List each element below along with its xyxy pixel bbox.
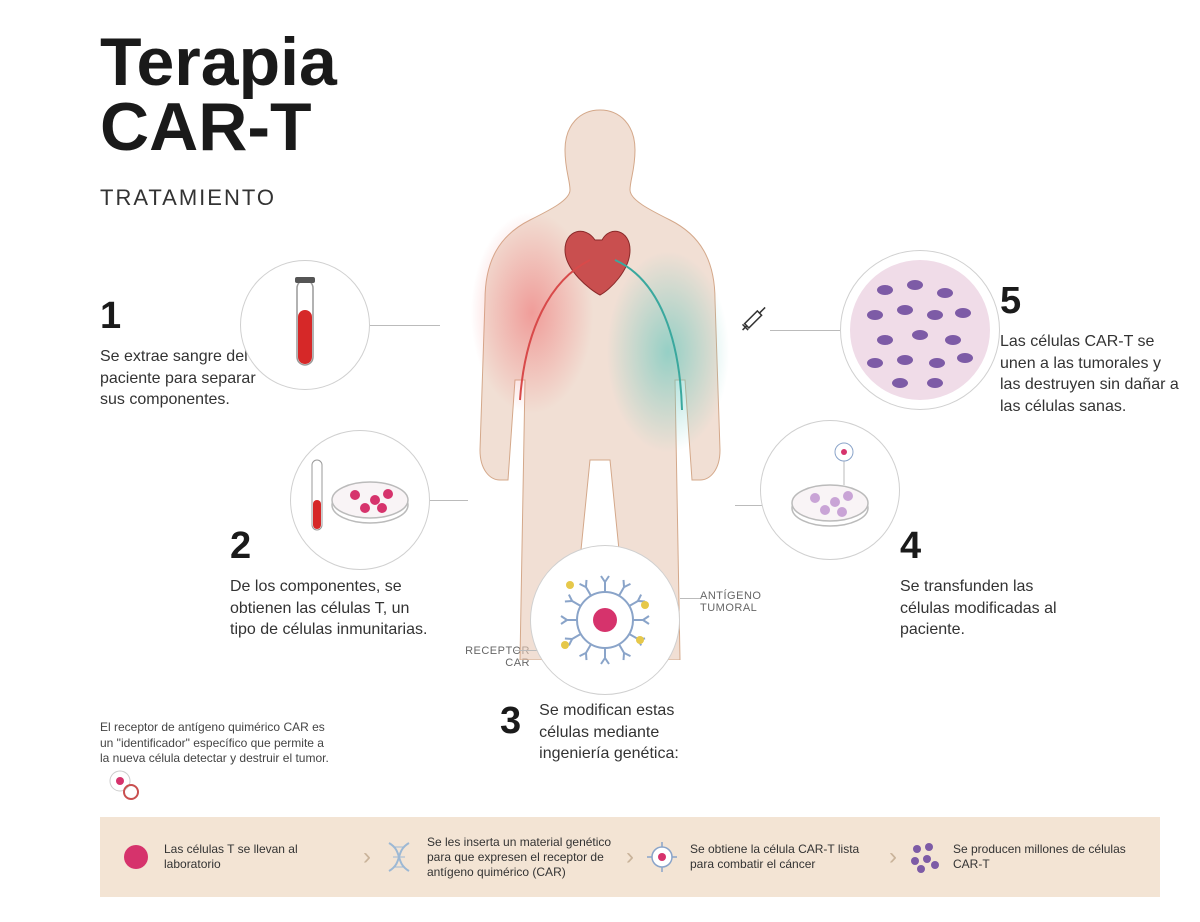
strip-step-c: Se obtiene la célula CAR-T lista para co… (644, 839, 879, 875)
step-5: 5 Las células CAR-T se unen a las tumora… (1000, 280, 1180, 417)
connector-line (770, 330, 840, 331)
step4-transfusion-icon (760, 420, 900, 560)
chevron-right-icon: › (626, 843, 634, 871)
step-3-text: Se modifican estas células mediante inge… (539, 700, 699, 765)
step-3-number: 3 (500, 700, 521, 757)
dna-icon (381, 839, 417, 875)
strip-step-d: Se producen millones de células CAR-T (907, 839, 1142, 875)
step3-car-cell-icon (530, 545, 680, 695)
t-cell-icon (118, 839, 154, 875)
step5-cells-icon (840, 250, 1000, 410)
footnote-cell-icon (106, 767, 140, 806)
title-line-2: CAR-T (100, 95, 337, 160)
step-3: 3 Se modifican estas células mediante in… (500, 700, 699, 765)
process-strip: Las células T se llevan al laboratorio ›… (100, 817, 1160, 897)
footnote: El receptor de antígeno quimérico CAR es… (100, 720, 330, 805)
step-4-text: Se transfunden las células modificadas a… (900, 576, 1080, 641)
chevron-right-icon: › (363, 843, 371, 871)
step2-dish-icon (290, 430, 430, 570)
strip-text-d: Se producen millones de células CAR-T (953, 842, 1142, 872)
footnote-text: El receptor de antígeno quimérico CAR es… (100, 720, 329, 765)
step-5-text: Las células CAR-T se unen a las tumorale… (1000, 331, 1180, 417)
many-cells-icon (907, 839, 943, 875)
step1-tube-icon (240, 260, 370, 390)
title-line-1: Terapia (100, 30, 337, 95)
step-2-text: De los componentes, se obtienen las célu… (230, 576, 435, 641)
strip-text-a: Las células T se llevan al laboratorio (164, 842, 353, 872)
chevron-right-icon: › (889, 843, 897, 871)
strip-step-b: Se les inserta un material genético para… (381, 835, 616, 880)
label-pointer (515, 650, 537, 651)
strip-text-b: Se les inserta un material genético para… (427, 835, 616, 880)
connector-line (370, 325, 440, 326)
step-4-number: 4 (900, 525, 1080, 568)
strip-step-a: Las células T se llevan al laboratorio (118, 839, 353, 875)
step-4: 4 Se transfunden las células modificadas… (900, 525, 1080, 641)
strip-text-c: Se obtiene la célula CAR-T lista para co… (690, 842, 879, 872)
car-t-icon (644, 839, 680, 875)
label-pointer (680, 598, 700, 599)
subtitle: TRATAMIENTO (100, 185, 276, 211)
step-5-number: 5 (1000, 280, 1180, 323)
page-title: Terapia CAR-T (100, 30, 337, 159)
